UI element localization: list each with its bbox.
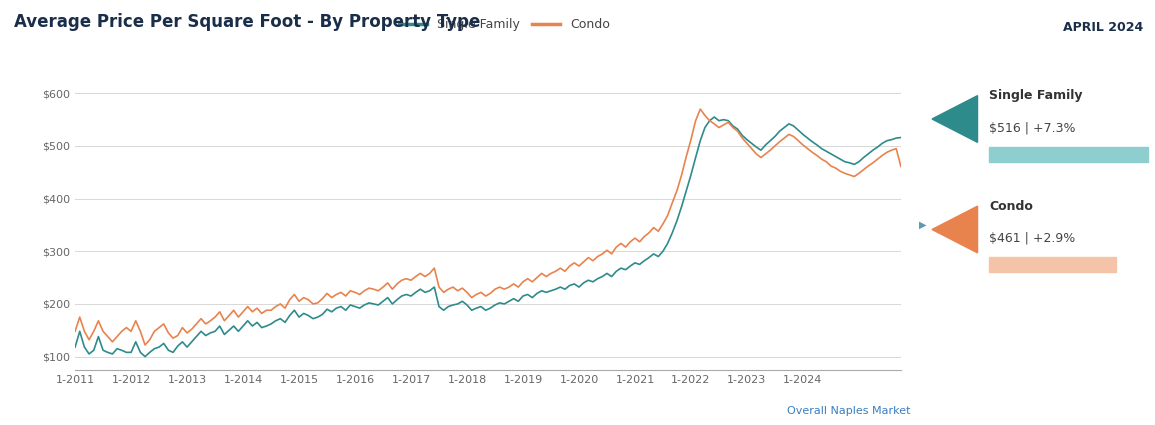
Bar <box>989 147 1148 162</box>
Text: APRIL 2024: APRIL 2024 <box>1064 21 1143 34</box>
Text: ▶: ▶ <box>919 220 926 230</box>
Text: Condo: Condo <box>989 200 1033 213</box>
Polygon shape <box>932 96 977 142</box>
Bar <box>989 257 1117 272</box>
Text: Overall Naples Market: Overall Naples Market <box>787 405 910 416</box>
Text: Average Price Per Square Foot - By Property Type: Average Price Per Square Foot - By Prope… <box>14 13 480 31</box>
Text: $461 | +2.9%: $461 | +2.9% <box>989 232 1075 245</box>
Polygon shape <box>932 206 977 253</box>
Text: Single Family: Single Family <box>989 89 1082 102</box>
Legend: Single Family, Condo: Single Family, Condo <box>394 13 614 36</box>
Text: $516 | +7.3%: $516 | +7.3% <box>989 121 1075 134</box>
